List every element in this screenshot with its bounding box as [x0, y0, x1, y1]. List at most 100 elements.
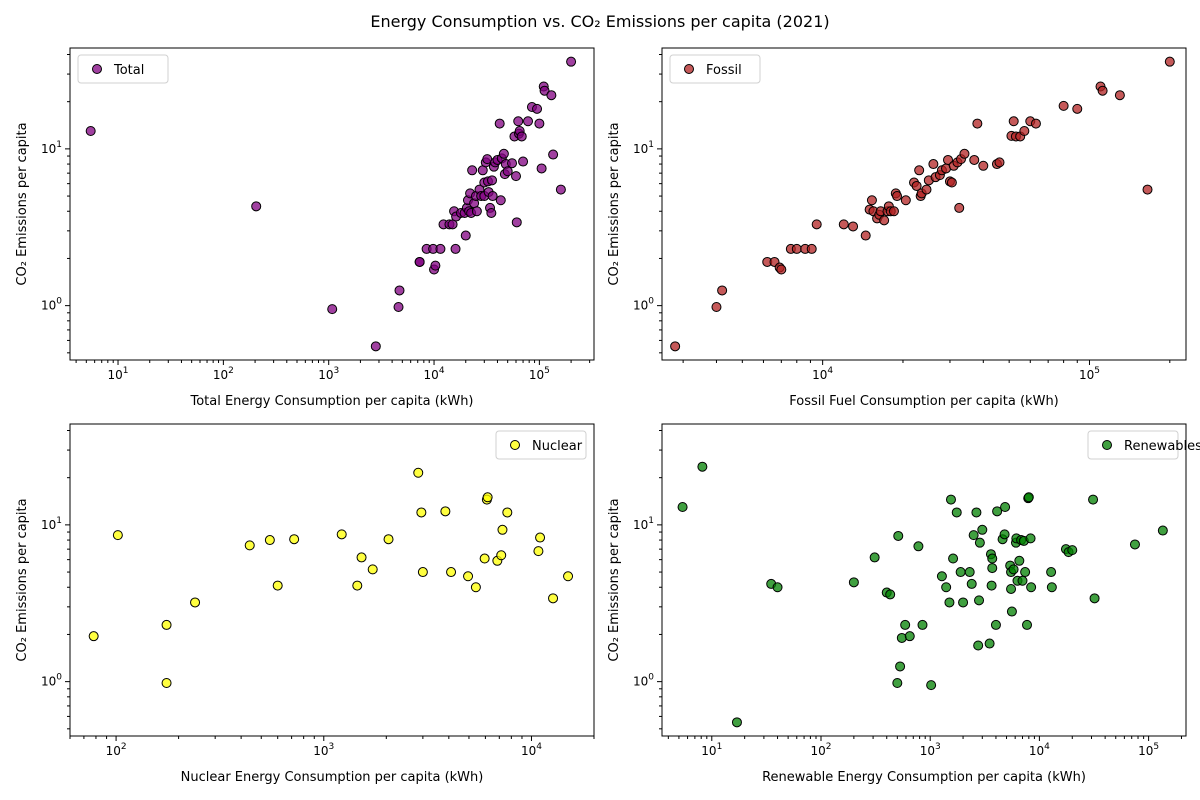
- data-point[interactable]: [955, 567, 966, 578]
- data-point[interactable]: [450, 243, 461, 254]
- data-point[interactable]: [958, 597, 969, 608]
- data-point[interactable]: [888, 206, 899, 217]
- data-point[interactable]: [911, 180, 922, 191]
- data-point[interactable]: [356, 552, 367, 563]
- data-point[interactable]: [502, 507, 513, 518]
- data-point[interactable]: [1046, 582, 1057, 593]
- data-point[interactable]: [941, 582, 952, 593]
- data-point[interactable]: [1019, 126, 1030, 137]
- data-point[interactable]: [548, 149, 559, 160]
- data-point[interactable]: [536, 163, 547, 174]
- data-point[interactable]: [487, 191, 498, 202]
- data-point[interactable]: [244, 540, 255, 551]
- data-point[interactable]: [88, 631, 99, 642]
- data-point[interactable]: [470, 582, 481, 593]
- data-point[interactable]: [548, 593, 559, 604]
- data-point[interactable]: [1000, 502, 1011, 513]
- data-point[interactable]: [511, 217, 522, 228]
- data-point[interactable]: [1157, 525, 1168, 536]
- data-point[interactable]: [1008, 564, 1019, 575]
- data-point[interactable]: [838, 219, 849, 230]
- data-point[interactable]: [973, 640, 984, 651]
- data-point[interactable]: [251, 201, 262, 212]
- data-point[interactable]: [1022, 619, 1033, 630]
- data-point[interactable]: [1008, 116, 1019, 127]
- data-point[interactable]: [161, 619, 172, 630]
- data-point[interactable]: [327, 304, 338, 315]
- data-point[interactable]: [563, 571, 574, 582]
- data-point[interactable]: [416, 507, 427, 518]
- data-point[interactable]: [498, 148, 509, 159]
- data-point[interactable]: [393, 302, 404, 313]
- data-point[interactable]: [811, 219, 822, 230]
- data-point[interactable]: [966, 578, 977, 589]
- data-point[interactable]: [413, 467, 424, 478]
- data-point[interactable]: [1023, 492, 1034, 503]
- data-point[interactable]: [1067, 545, 1078, 556]
- data-point[interactable]: [885, 589, 896, 600]
- data-point[interactable]: [1058, 100, 1069, 111]
- data-point[interactable]: [936, 571, 947, 582]
- data-point[interactable]: [986, 580, 997, 591]
- data-point[interactable]: [914, 165, 925, 176]
- data-point[interactable]: [987, 553, 998, 564]
- data-point[interactable]: [546, 90, 557, 101]
- data-point[interactable]: [913, 541, 924, 552]
- data-point[interactable]: [367, 564, 378, 575]
- data-point[interactable]: [848, 221, 859, 232]
- data-point[interactable]: [502, 166, 513, 177]
- data-point[interactable]: [507, 158, 518, 169]
- data-point[interactable]: [717, 285, 728, 296]
- data-point[interactable]: [1097, 85, 1108, 96]
- data-point[interactable]: [532, 103, 543, 114]
- data-point[interactable]: [539, 85, 550, 96]
- data-point[interactable]: [969, 154, 980, 165]
- data-point[interactable]: [943, 154, 954, 165]
- data-point[interactable]: [954, 202, 965, 213]
- data-point[interactable]: [494, 118, 505, 129]
- data-point[interactable]: [1020, 567, 1031, 578]
- data-point[interactable]: [893, 530, 904, 541]
- data-point[interactable]: [1006, 606, 1017, 617]
- data-point[interactable]: [190, 597, 201, 608]
- data-point[interactable]: [1089, 593, 1100, 604]
- data-point[interactable]: [944, 597, 955, 608]
- data-point[interactable]: [791, 243, 802, 254]
- data-point[interactable]: [513, 116, 524, 127]
- data-point[interactable]: [964, 567, 975, 578]
- data-point[interactable]: [900, 195, 911, 206]
- data-point[interactable]: [776, 264, 787, 275]
- data-point[interactable]: [977, 524, 988, 535]
- data-point[interactable]: [1026, 582, 1037, 593]
- data-point[interactable]: [772, 582, 783, 593]
- data-point[interactable]: [414, 256, 425, 267]
- data-point[interactable]: [1046, 567, 1057, 578]
- data-point[interactable]: [383, 534, 394, 545]
- data-point[interactable]: [486, 207, 497, 218]
- data-point[interactable]: [999, 529, 1010, 540]
- data-point[interactable]: [460, 230, 471, 241]
- data-point[interactable]: [1006, 583, 1017, 594]
- data-point[interactable]: [900, 619, 911, 630]
- data-point[interactable]: [895, 661, 906, 672]
- data-point[interactable]: [990, 619, 1001, 630]
- data-point[interactable]: [516, 131, 527, 142]
- data-point[interactable]: [974, 537, 985, 548]
- data-point[interactable]: [482, 492, 493, 503]
- data-point[interactable]: [511, 171, 522, 182]
- data-point[interactable]: [860, 230, 871, 241]
- data-point[interactable]: [1129, 539, 1140, 550]
- data-point[interactable]: [670, 341, 681, 352]
- data-point[interactable]: [533, 546, 544, 557]
- data-point[interactable]: [904, 631, 915, 642]
- data-point[interactable]: [1114, 90, 1125, 101]
- data-point[interactable]: [806, 243, 817, 254]
- data-point[interactable]: [496, 550, 507, 561]
- data-point[interactable]: [467, 165, 478, 176]
- data-point[interactable]: [928, 159, 939, 170]
- data-point[interactable]: [711, 302, 722, 313]
- data-point[interactable]: [1088, 494, 1099, 505]
- data-point[interactable]: [987, 563, 998, 574]
- data-point[interactable]: [495, 195, 506, 206]
- data-point[interactable]: [1025, 533, 1036, 544]
